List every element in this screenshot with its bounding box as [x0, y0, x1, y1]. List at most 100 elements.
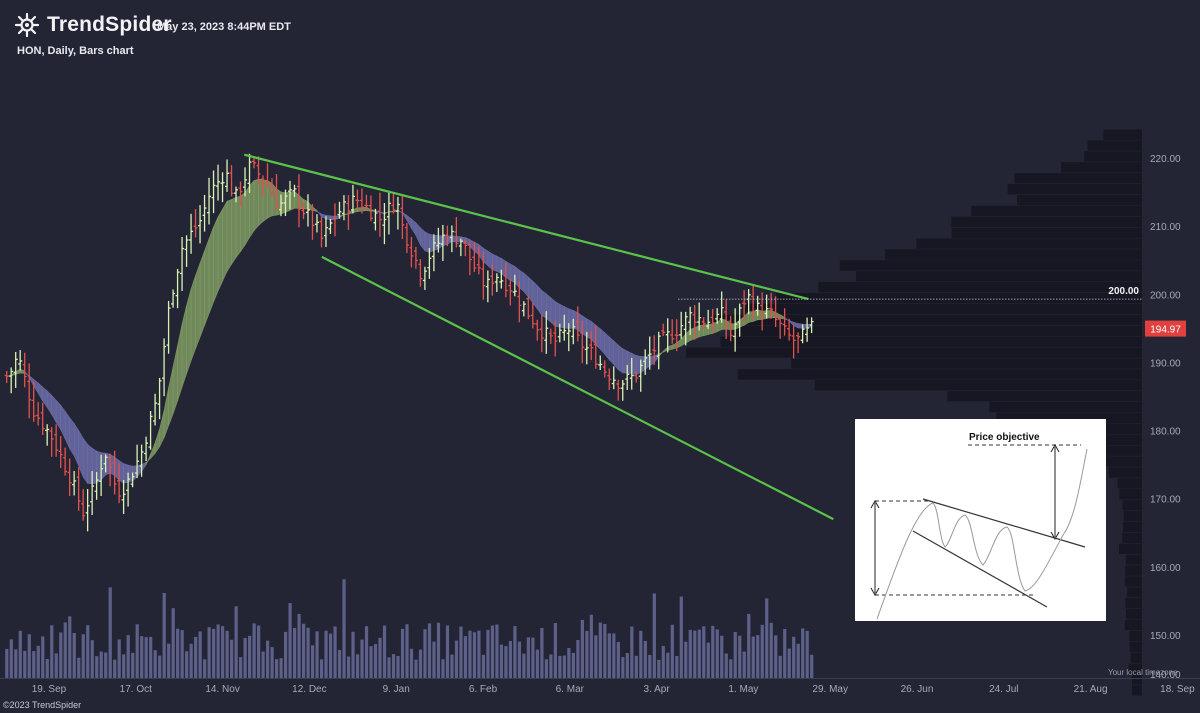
- ribbon-segment: [501, 257, 507, 278]
- price-bar: [328, 218, 333, 234]
- volume-bar: [810, 654, 814, 678]
- volume-bar: [99, 651, 103, 678]
- ribbon-segment: [487, 250, 493, 271]
- volume-bar: [612, 633, 616, 678]
- volume-bar: [405, 624, 409, 678]
- price-bar: [544, 311, 549, 354]
- price-bar: [117, 463, 122, 504]
- ribbon-segment: [537, 284, 543, 317]
- ribbon-segment: [235, 195, 241, 259]
- timestamp: May 23, 2023 8:44PM EDT: [157, 21, 291, 33]
- price-bar: [243, 167, 248, 197]
- price-bar: [679, 311, 684, 340]
- copyright-notice: ©2023 TrendSpider: [3, 700, 82, 710]
- volume-profile-bar: [1084, 151, 1142, 162]
- volume-profile-bar: [1079, 434, 1142, 445]
- volume-bar: [391, 654, 396, 678]
- price-bar: [458, 238, 463, 257]
- volume-bar: [693, 630, 697, 678]
- price-bar: [76, 467, 81, 511]
- volume-profile-bar: [1085, 445, 1142, 456]
- ribbon-segment: [168, 366, 174, 426]
- volume-bar: [162, 592, 166, 678]
- ribbon-segment: [325, 214, 331, 221]
- volume-profile-bar: [744, 303, 1142, 315]
- volume-bar: [203, 659, 207, 678]
- volume-bar: [490, 625, 495, 678]
- ribbon-segment: [244, 184, 250, 247]
- volume-bar: [657, 659, 661, 678]
- ribbon-segment: [397, 209, 403, 214]
- x-tick-label: 1. May: [728, 684, 758, 695]
- price-bar: [485, 270, 490, 303]
- volume-bar: [68, 616, 72, 678]
- price-bar: [85, 488, 90, 532]
- price-bar: [31, 382, 36, 422]
- price-bar: [63, 447, 68, 476]
- ribbon-segment: [370, 209, 376, 212]
- price-bar: [252, 157, 257, 169]
- ribbon-segment: [28, 375, 34, 387]
- price-bar: [755, 295, 760, 316]
- price-bar: [499, 269, 504, 289]
- trendline-lower[interactable]: [321, 255, 834, 521]
- price-bar: [386, 191, 391, 235]
- ribbon-segment: [411, 218, 417, 237]
- price-bar: [449, 225, 454, 253]
- volume-bar: [697, 629, 701, 678]
- ribbon-segment: [195, 263, 201, 349]
- price-bar: [296, 174, 301, 228]
- ribbon-segment: [199, 250, 205, 338]
- price-bar: [661, 323, 666, 336]
- price-bar: [611, 366, 616, 390]
- volume-bar: [207, 627, 211, 678]
- volume-profile-bar: [951, 227, 1142, 238]
- volume-bar: [104, 652, 108, 678]
- volume-bar: [639, 630, 643, 678]
- price-bar: [629, 357, 634, 390]
- volume-bar: [158, 655, 162, 678]
- ribbon-segment: [653, 353, 660, 364]
- trendline-upper[interactable]: [244, 153, 809, 301]
- ribbon-segment: [100, 452, 106, 481]
- volume-bar: [445, 625, 450, 678]
- ribbon-segment: [118, 460, 124, 484]
- spider-logo-icon: [14, 12, 40, 38]
- ribbon-segment: [496, 255, 502, 274]
- ribbon-segment: [766, 310, 772, 319]
- volume-profile-bar: [916, 238, 1142, 249]
- volume-bar: [531, 637, 535, 678]
- ribbon-segment: [276, 188, 282, 216]
- ribbon-segment: [69, 416, 75, 457]
- price-bar: [45, 424, 50, 446]
- price-bar: [476, 246, 481, 275]
- price-bar: [467, 241, 472, 276]
- ribbon-segment: [379, 211, 385, 215]
- volume-bar: [450, 654, 454, 678]
- volume-bar: [517, 641, 522, 678]
- y-tick-label: 220.00: [1150, 154, 1181, 165]
- ribbon-segment: [640, 356, 646, 374]
- price-bar: [557, 323, 562, 343]
- price-bar: [634, 371, 639, 383]
- price-bar: [521, 301, 526, 317]
- ribbon-segment: [37, 382, 43, 403]
- ribbon-segment: [267, 180, 273, 219]
- price-bar: [346, 195, 351, 230]
- brand-name: TrendSpider: [47, 13, 172, 36]
- volume-bar: [333, 626, 337, 678]
- volume-profile-bar: [732, 325, 1142, 336]
- volume-bar: [495, 624, 499, 678]
- objective-arrowheads: [1050, 443, 1060, 541]
- y-tick-label: 160.00: [1150, 563, 1181, 574]
- price-bar: [674, 319, 679, 352]
- volume-bar: [742, 651, 746, 678]
- volume-bar: [738, 635, 742, 678]
- volume-bar: [783, 628, 787, 678]
- price-bar: [670, 319, 675, 344]
- volume-bar: [702, 626, 706, 678]
- timezone-note: Your local timezone: [1108, 668, 1178, 677]
- price-bar: [359, 188, 364, 214]
- ribbon-segment: [190, 275, 196, 361]
